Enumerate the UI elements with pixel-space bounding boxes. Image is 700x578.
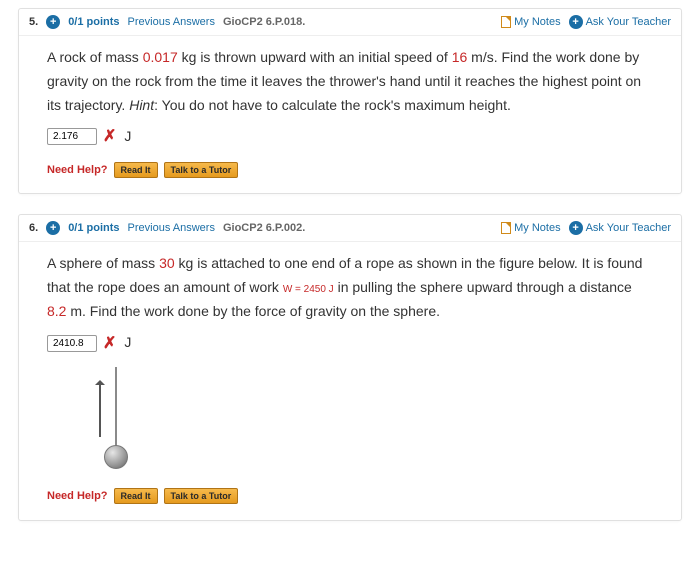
question-number: 6. xyxy=(29,222,38,234)
points-label[interactable]: 0/1 points xyxy=(68,222,119,234)
need-help-label: Need Help? xyxy=(47,161,108,180)
arrow-icon xyxy=(99,382,101,437)
answer-input[interactable] xyxy=(47,128,97,145)
my-notes-link[interactable]: My Notes xyxy=(501,16,560,28)
answer-row: ✗ J xyxy=(47,330,653,357)
ask-teacher-link[interactable]: + Ask Your Teacher xyxy=(569,221,671,235)
read-it-button[interactable]: Read It xyxy=(114,488,158,504)
need-help-label: Need Help? xyxy=(47,487,108,506)
text-segment: A rock of mass xyxy=(47,49,143,65)
distance-value: 8.2 xyxy=(47,303,66,319)
text-segment: W = xyxy=(283,284,304,295)
text-segment: in pulling the sphere upward through a d… xyxy=(334,279,632,295)
talk-tutor-button[interactable]: Talk to a Tutor xyxy=(164,162,239,178)
work-value: 2450 J xyxy=(304,284,334,295)
question-card-6: 6. + 0/1 points Previous Answers GioCP2 … xyxy=(18,214,682,520)
my-notes-label: My Notes xyxy=(514,222,560,234)
my-notes-link[interactable]: My Notes xyxy=(501,222,560,234)
question-code: GioCP2 6.P.018. xyxy=(223,16,305,28)
text-segment: A sphere of mass xyxy=(47,255,159,271)
question-text: A sphere of mass 30 kg is attached to on… xyxy=(47,255,642,319)
question-header: 6. + 0/1 points Previous Answers GioCP2 … xyxy=(19,215,681,242)
plus-icon: + xyxy=(569,221,583,235)
mass-value: 0.017 xyxy=(143,49,178,65)
question-code: GioCP2 6.P.002. xyxy=(223,222,305,234)
previous-answers-link[interactable]: Previous Answers xyxy=(128,16,215,28)
question-body: A sphere of mass 30 kg is attached to on… xyxy=(19,242,681,519)
note-icon xyxy=(501,222,511,234)
ask-teacher-label: Ask Your Teacher xyxy=(586,222,671,234)
unit-label: J xyxy=(124,331,131,355)
read-it-button[interactable]: Read It xyxy=(114,162,158,178)
question-body: A rock of mass 0.017 kg is thrown upward… xyxy=(19,36,681,193)
work-variable: W = 2450 J xyxy=(283,284,334,295)
my-notes-label: My Notes xyxy=(514,16,560,28)
mass-value: 30 xyxy=(159,255,175,271)
answer-row: ✗ J xyxy=(47,123,653,150)
rope-shape xyxy=(115,367,117,452)
pendulum-figure xyxy=(87,367,137,477)
note-icon xyxy=(501,16,511,28)
text-segment: m. Find the work done by the force of gr… xyxy=(66,303,440,319)
text-segment: kg is thrown upward with an initial spee… xyxy=(178,49,452,65)
hint-label: Hint xyxy=(129,97,154,113)
question-header: 5. + 0/1 points Previous Answers GioCP2 … xyxy=(19,9,681,36)
incorrect-icon: ✗ xyxy=(103,330,116,357)
question-number: 5. xyxy=(29,16,38,28)
question-text: A rock of mass 0.017 kg is thrown upward… xyxy=(47,49,641,113)
incorrect-icon: ✗ xyxy=(103,123,116,150)
previous-answers-link[interactable]: Previous Answers xyxy=(128,222,215,234)
talk-tutor-button[interactable]: Talk to a Tutor xyxy=(164,488,239,504)
speed-value: 16 xyxy=(452,49,468,65)
ask-teacher-label: Ask Your Teacher xyxy=(586,16,671,28)
need-help-row: Need Help? Read It Talk to a Tutor xyxy=(47,161,653,180)
plus-icon: + xyxy=(569,15,583,29)
answer-input[interactable] xyxy=(47,335,97,352)
question-card-5: 5. + 0/1 points Previous Answers GioCP2 … xyxy=(18,8,682,194)
need-help-row: Need Help? Read It Talk to a Tutor xyxy=(47,487,653,506)
unit-label: J xyxy=(124,125,131,149)
points-label[interactable]: 0/1 points xyxy=(68,16,119,28)
text-segment: : You do not have to calculate the rock'… xyxy=(154,97,511,113)
sphere-shape xyxy=(104,445,128,469)
plus-icon[interactable]: + xyxy=(46,15,60,29)
ask-teacher-link[interactable]: + Ask Your Teacher xyxy=(569,15,671,29)
plus-icon[interactable]: + xyxy=(46,221,60,235)
